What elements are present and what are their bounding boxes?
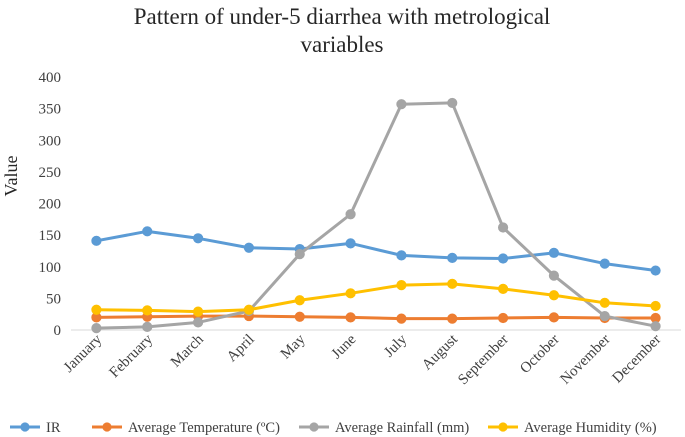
data-point [192, 306, 204, 317]
legend-item: Average Humidity (%) [488, 420, 657, 436]
legend-item: Average Rainfall (mm) [299, 420, 469, 436]
x-axis-ticks: January February March April May June July Augu… [61, 331, 664, 388]
data-point [650, 300, 661, 312]
y-tick-label: 150 [39, 228, 62, 244]
data-point [548, 247, 560, 258]
data-point [192, 317, 204, 328]
data-point [650, 265, 661, 276]
data-point [91, 235, 102, 246]
data-point [447, 97, 458, 109]
data-point [345, 238, 356, 249]
x-tick-label: May [278, 331, 309, 362]
data-point [497, 312, 509, 324]
series-line [94, 229, 658, 273]
data-point [142, 226, 153, 237]
data-point [91, 323, 102, 334]
y-tick-label: 400 [39, 70, 62, 86]
data-point [396, 250, 407, 261]
y-tick-label: 200 [39, 197, 62, 213]
y-tick-label: 100 [39, 260, 62, 276]
legend-item: Average Temperature (ºC) [92, 420, 280, 436]
series-line [94, 314, 658, 321]
x-tick-label: September [455, 332, 512, 389]
x-tick-label: December [610, 332, 665, 387]
series-line [94, 282, 658, 314]
data-point [345, 288, 356, 299]
y-tick-label: 300 [39, 133, 62, 149]
data-point [548, 270, 560, 281]
y-axis-title: Value [1, 155, 21, 196]
y-tick-label: 350 [39, 102, 62, 118]
data-point [599, 297, 610, 308]
data-point [497, 283, 509, 294]
data-point [243, 242, 255, 253]
legend-marker [20, 422, 30, 432]
y-tick-label: 0 [54, 323, 62, 339]
chart-title-line-1: Pattern of under-5 diarrhea with metrolo… [134, 4, 551, 29]
series-group [91, 97, 661, 334]
legend-item: IR [10, 420, 61, 436]
data-point [142, 321, 153, 332]
data-point [345, 209, 356, 220]
data-point [345, 312, 356, 323]
data-point [91, 304, 102, 315]
series-group [91, 310, 661, 324]
data-point [548, 290, 560, 301]
x-tick-label: April [224, 332, 258, 366]
series-layer [91, 97, 661, 334]
x-tick-label: November [557, 332, 613, 388]
data-point [548, 312, 560, 323]
y-axis-ticks: 0 50 100 150 200 250 300 350 400 [39, 70, 62, 339]
series-group [91, 278, 661, 317]
legend-marker [102, 422, 112, 432]
legend-label: Average Temperature (ºC) [128, 420, 280, 436]
chart-title-line-2: variables [300, 32, 383, 57]
legend-label: IR [46, 420, 61, 436]
x-tick-label: October [517, 332, 562, 377]
data-point [599, 310, 610, 322]
data-point [447, 252, 458, 263]
y-tick-label: 50 [46, 291, 61, 307]
x-tick-label: March [168, 331, 207, 370]
legend-marker [309, 422, 319, 432]
data-point [497, 253, 509, 264]
x-tick-label: January [61, 331, 106, 376]
data-point [599, 258, 610, 269]
series-line [94, 101, 658, 330]
data-point [294, 295, 305, 306]
x-tick-label: June [329, 331, 360, 362]
legend-label: Average Humidity (%) [524, 420, 657, 436]
data-point [243, 304, 255, 315]
x-tick-label: August [419, 331, 462, 374]
data-point [396, 279, 407, 291]
data-point [497, 222, 509, 233]
data-point [142, 305, 153, 316]
x-tick-label: July [381, 331, 410, 360]
data-point [294, 311, 305, 322]
data-point [396, 99, 407, 110]
legend-marker [498, 422, 508, 432]
data-point [192, 233, 204, 244]
series-group [91, 226, 661, 276]
data-point [447, 313, 458, 324]
data-point [447, 278, 458, 289]
x-tick-label: February [106, 331, 156, 381]
legend-label: Average Rainfall (mm) [335, 420, 469, 436]
y-tick-label: 250 [39, 165, 62, 181]
data-point [650, 321, 661, 332]
data-point [396, 313, 407, 324]
data-point [294, 249, 305, 260]
legend: IR Average Temperature (ºC) Average Rainfa… [10, 420, 657, 436]
